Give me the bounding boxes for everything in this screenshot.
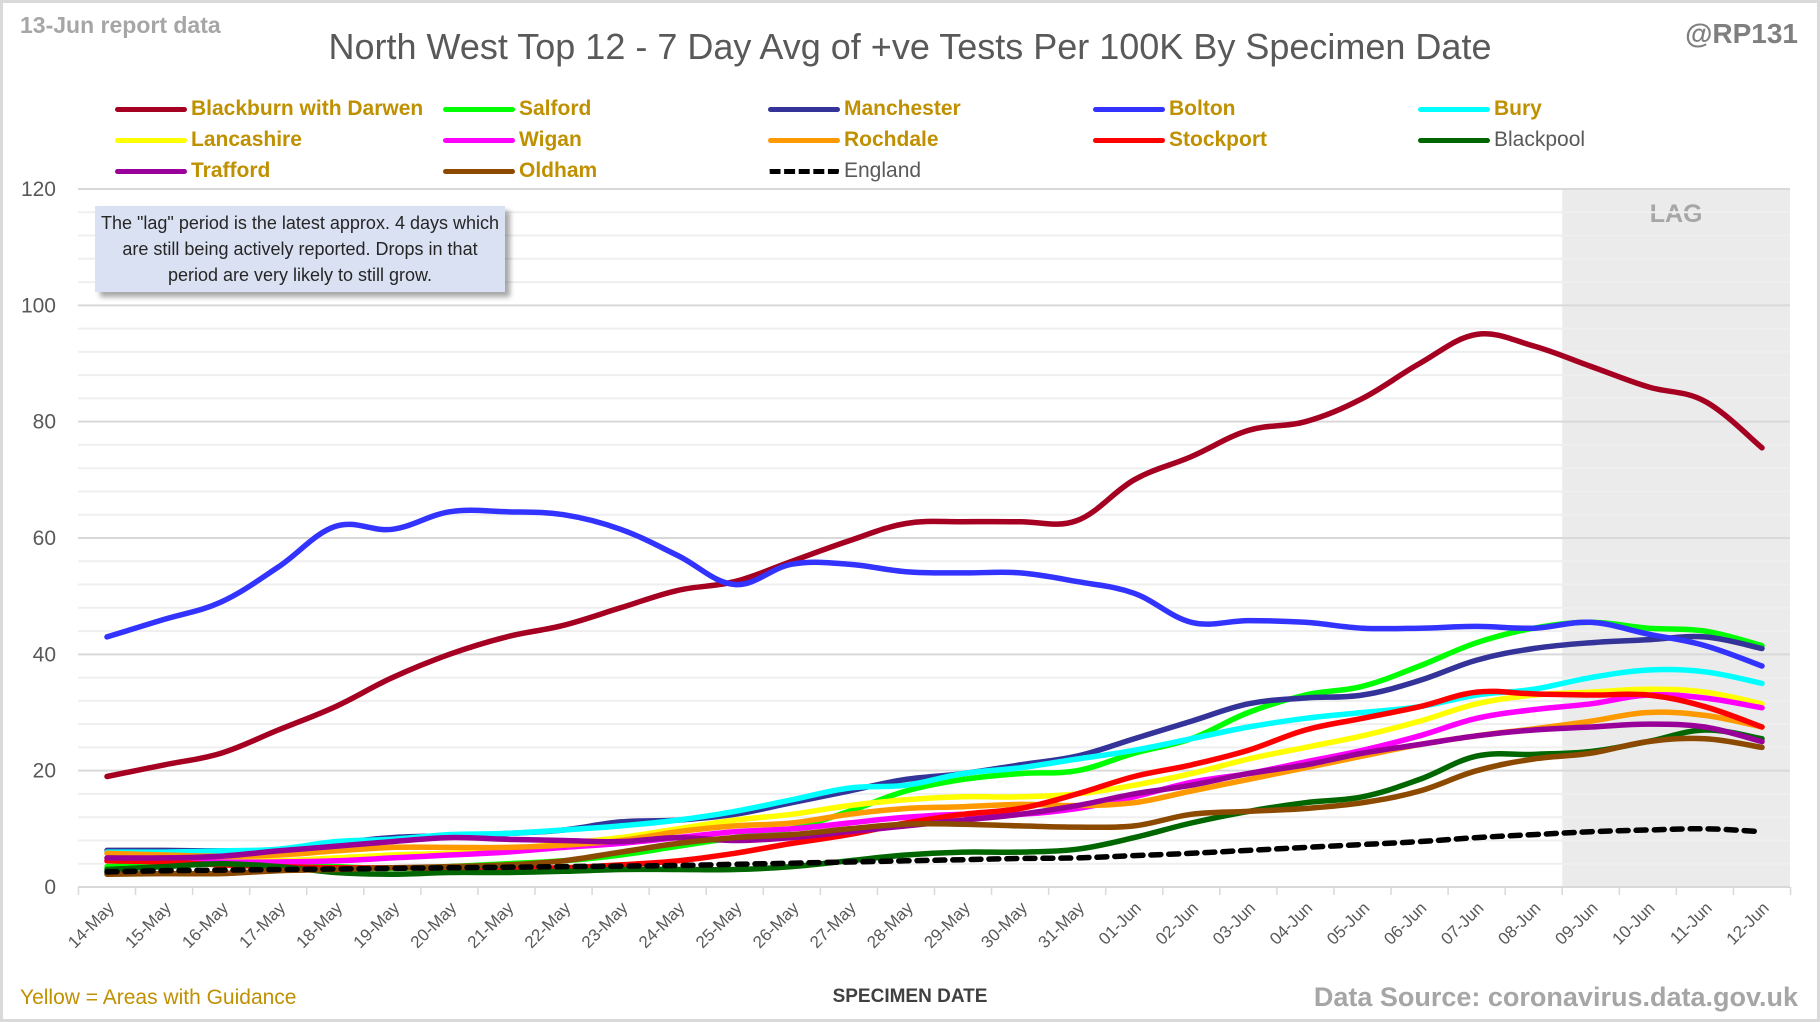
y-tick-label: 80 <box>33 411 56 434</box>
guidance-note: Yellow = Areas with Guidance <box>20 986 297 1009</box>
y-tick-label: 20 <box>33 760 56 783</box>
legend-label: Salford <box>519 97 592 120</box>
legend-item: Oldham <box>443 156 597 186</box>
legend-swatch <box>115 106 187 112</box>
y-tick-label: 40 <box>33 643 56 666</box>
legend-swatch <box>768 168 840 174</box>
x-tick-label: 26-May <box>749 898 803 952</box>
y-tick-label: 60 <box>33 527 56 550</box>
legend-item: Lancashire <box>115 125 302 155</box>
x-tick-label: 10-Jun <box>1608 898 1658 948</box>
legend-item: Stockport <box>1093 125 1267 155</box>
legend-label: Oldham <box>519 159 598 182</box>
x-tick-label: 05-Jun <box>1323 898 1373 948</box>
legend-swatch <box>1093 137 1165 143</box>
legend: Blackburn with Darwen Salford Manchester Bo… <box>0 94 1820 194</box>
legend-swatch <box>768 106 840 112</box>
x-tick-label: 04-Jun <box>1266 898 1316 948</box>
legend-item: Wigan <box>443 125 582 155</box>
legend-item: Bolton <box>1093 94 1235 124</box>
legend-label: Blackpool <box>1494 128 1586 151</box>
x-tick-label: 29-May <box>920 898 974 952</box>
legend-label: England <box>844 159 922 182</box>
series-line-salford <box>104 619 1765 872</box>
y-tick-label: 100 <box>21 294 56 317</box>
data-source: Data Source: coronavirus.data.gov.uk <box>1313 982 1798 1012</box>
legend-label: Trafford <box>191 159 271 182</box>
x-tick-label: 12-Jun <box>1723 898 1773 948</box>
x-tick-label: 27-May <box>806 898 860 952</box>
legend-item: Manchester <box>768 94 961 124</box>
x-tick-label: 19-May <box>350 898 404 952</box>
x-tick-label: 02-Jun <box>1152 898 1202 948</box>
x-tick-label: 24-May <box>635 898 689 952</box>
x-tick-label: 17-May <box>236 898 290 952</box>
series-lines <box>104 331 1765 877</box>
x-tick-label: 23-May <box>578 898 632 952</box>
lag-label: LAG <box>1650 200 1703 228</box>
legend-label: Manchester <box>844 97 961 120</box>
legend-swatch <box>443 168 515 174</box>
x-tick-label: 11-Jun <box>1666 898 1715 947</box>
x-tick-label: 28-May <box>863 898 917 952</box>
x-tick-label: 15-May <box>121 898 175 952</box>
x-tick-label: 01-Jun <box>1095 898 1145 948</box>
x-tick-label: 16-May <box>178 898 232 952</box>
legend-item: Trafford <box>115 156 270 186</box>
legend-swatch <box>115 137 187 143</box>
x-tick-label: 09-Jun <box>1551 898 1601 948</box>
legend-label: Wigan <box>519 128 582 151</box>
legend-label: Blackburn with Darwen <box>191 97 424 120</box>
y-tick-label: 120 <box>21 178 56 201</box>
x-tick-label: 20-May <box>407 898 461 952</box>
legend-swatch <box>1093 106 1165 112</box>
x-tick-label: 31-May <box>1034 898 1088 952</box>
legend-swatch <box>768 137 840 143</box>
legend-label: Bolton <box>1169 97 1236 120</box>
legend-label: Lancashire <box>191 128 302 151</box>
x-tick-label: 25-May <box>692 898 746 952</box>
x-tick-label: 08-Jun <box>1494 898 1544 948</box>
series-line-wigan <box>104 691 1765 865</box>
series-line-blackburn-with-darwen <box>104 331 1765 780</box>
y-axis: 0 20 40 60 80 100 120 <box>21 178 56 899</box>
x-tick-label: 18-May <box>293 898 347 952</box>
report-date: 13-Jun report data <box>20 12 221 38</box>
legend-item: England <box>768 156 921 186</box>
legend-swatch <box>1418 137 1490 143</box>
legend-item: Blackpool <box>1418 125 1585 155</box>
x-tick-label: 21-May <box>464 898 518 952</box>
series-line-blackpool <box>104 727 1765 877</box>
x-tick-label: 14-May <box>64 898 118 952</box>
lag-note-box: The "lag" period is the latest approx. 4… <box>95 206 505 292</box>
series-line-lancashire <box>104 686 1765 864</box>
legend-item: Blackburn with Darwen <box>115 94 423 124</box>
author-handle: @RP131 <box>1685 18 1798 49</box>
legend-label: Bury <box>1494 97 1542 120</box>
y-tick-label: 0 <box>44 876 56 899</box>
series-line-england <box>104 825 1765 875</box>
legend-swatch <box>115 168 187 174</box>
x-tick-label: 03-Jun <box>1209 898 1259 948</box>
x-tick-label: 07-Jun <box>1437 898 1487 948</box>
x-axis: 14-May 15-May 16-May 17-May 18-May 19-May 20-M… <box>64 886 1792 952</box>
legend-item: Bury <box>1418 94 1542 124</box>
legend-item: Rochdale <box>768 125 939 155</box>
legend-swatch <box>443 106 515 112</box>
x-tick-label: 30-May <box>977 898 1031 952</box>
chart-title: North West Top 12 - 7 Day Avg of +ve Tes… <box>328 26 1492 67</box>
x-tick-label: 06-Jun <box>1380 898 1430 948</box>
legend-label: Stockport <box>1169 128 1268 151</box>
legend-item: Salford <box>443 94 591 124</box>
legend-swatch <box>443 137 515 143</box>
series-line-bolton <box>104 507 1765 669</box>
x-axis-title: SPECIMEN DATE <box>832 986 988 1007</box>
lag-note-text: The "lag" period is the latest approx. 4… <box>101 213 499 285</box>
x-tick-label: 22-May <box>521 898 575 952</box>
legend-swatch <box>1418 106 1490 112</box>
legend-label: Rochdale <box>844 128 939 151</box>
